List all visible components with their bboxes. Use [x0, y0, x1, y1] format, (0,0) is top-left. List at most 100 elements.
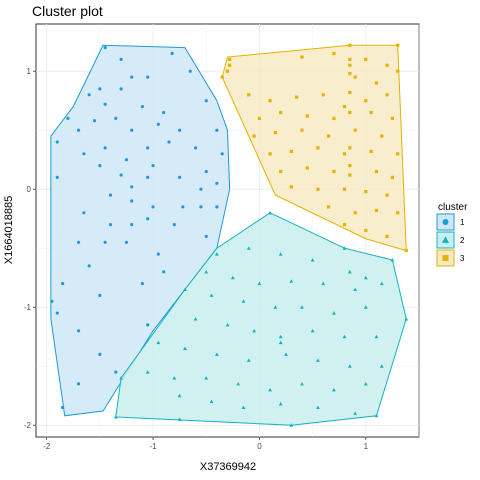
point-cluster-3: [385, 93, 389, 97]
point-cluster-3: [396, 211, 400, 215]
point-cluster-2: [331, 311, 336, 315]
point-cluster-1: [103, 46, 107, 50]
point-cluster-1: [204, 99, 208, 103]
point-cluster-3: [374, 169, 379, 174]
y-axis-label: X1664018885: [3, 196, 15, 265]
point-cluster-3: [228, 63, 232, 67]
point-cluster-2: [246, 358, 251, 362]
point-cluster-1: [146, 323, 150, 327]
point-cluster-1: [146, 75, 150, 79]
point-cluster-1: [146, 146, 150, 150]
point-cluster-3: [348, 164, 352, 168]
legend-marker-2: [441, 236, 450, 243]
point-cluster-2: [374, 334, 379, 339]
point-cluster-1: [66, 116, 70, 120]
point-cluster-2: [113, 415, 118, 419]
point-cluster-3: [369, 149, 373, 154]
point-cluster-2: [379, 281, 384, 286]
point-cluster-1: [55, 140, 59, 144]
point-cluster-2: [363, 275, 368, 280]
point-cluster-2: [273, 305, 278, 309]
point-cluster-1: [76, 240, 81, 244]
point-cluster-3: [374, 81, 379, 85]
y-tick-label: -2: [24, 421, 32, 430]
x-tick-label: -1: [149, 442, 157, 451]
x-tick-label: 1: [364, 442, 369, 451]
legend-label-2: 2: [460, 236, 465, 245]
point-cluster-1: [220, 152, 224, 156]
point-cluster-3: [364, 228, 368, 233]
point-cluster-2: [353, 411, 358, 415]
point-cluster-1: [119, 57, 123, 62]
point-cluster-3: [326, 134, 331, 138]
point-cluster-3: [326, 205, 331, 209]
point-cluster-2: [278, 252, 283, 256]
point-cluster-2: [268, 210, 272, 215]
point-cluster-1: [199, 205, 203, 209]
point-cluster-3: [348, 43, 352, 47]
point-cluster-1: [103, 146, 107, 150]
point-cluster-3: [353, 75, 357, 79]
point-cluster-1: [98, 87, 102, 91]
point-cluster-1: [130, 185, 134, 189]
point-cluster-2: [300, 381, 304, 386]
point-cluster-1: [130, 75, 134, 79]
point-cluster-1: [199, 187, 203, 191]
point-cluster-1: [140, 282, 144, 286]
point-cluster-2: [284, 352, 288, 356]
point-cluster-1: [172, 223, 176, 227]
point-cluster-2: [316, 358, 320, 362]
point-cluster-2: [331, 387, 336, 392]
point-cluster-3: [396, 69, 400, 73]
point-cluster-2: [374, 413, 379, 418]
point-cluster-1: [103, 102, 107, 106]
point-cluster-1: [170, 51, 174, 56]
point-cluster-1: [60, 282, 65, 286]
point-cluster-3: [390, 116, 395, 120]
point-cluster-3: [364, 57, 368, 61]
point-cluster-1: [193, 146, 198, 150]
point-cluster-3: [316, 146, 320, 150]
point-cluster-1: [119, 87, 123, 91]
legend-marker-3: [442, 255, 449, 261]
point-cluster-3: [348, 90, 352, 95]
y-tick-label: 0: [27, 185, 32, 194]
point-cluster-2: [257, 281, 262, 286]
point-cluster-3: [228, 57, 232, 61]
point-cluster-1: [82, 152, 86, 156]
point-cluster-3: [252, 134, 256, 138]
point-cluster-1: [50, 299, 54, 303]
point-cluster-1: [156, 252, 160, 256]
point-cluster-1: [162, 110, 166, 115]
point-cluster-3: [332, 116, 336, 120]
point-cluster-1: [215, 181, 219, 185]
point-cluster-1: [130, 199, 134, 203]
point-cluster-1: [146, 217, 150, 221]
point-cluster-2: [300, 305, 304, 309]
point-cluster-3: [353, 211, 357, 215]
point-cluster-2: [278, 402, 283, 406]
point-cluster-1: [114, 370, 118, 374]
point-cluster-1: [119, 173, 123, 177]
x-tick-label: 0: [257, 442, 262, 451]
point-cluster-1: [98, 293, 102, 297]
x-tick-label: -2: [43, 442, 51, 451]
point-cluster-3: [385, 193, 389, 197]
point-cluster-2: [278, 334, 283, 339]
point-cluster-3: [220, 75, 224, 79]
legend-label-1: 1: [460, 218, 465, 227]
point-cluster-2: [225, 322, 230, 327]
point-cluster-3: [342, 223, 347, 227]
y-tick-label: -1: [24, 303, 32, 312]
x-axis-label: X37369942: [200, 461, 256, 473]
point-cluster-1: [87, 93, 91, 97]
point-cluster-2: [172, 376, 177, 380]
point-cluster-1: [167, 140, 171, 144]
point-cluster-2: [278, 340, 283, 345]
cluster-hull-1: [50, 44, 231, 417]
point-cluster-1: [130, 223, 134, 227]
point-cluster-3: [279, 169, 283, 174]
point-cluster-3: [321, 93, 325, 97]
point-cluster-2: [404, 317, 409, 321]
